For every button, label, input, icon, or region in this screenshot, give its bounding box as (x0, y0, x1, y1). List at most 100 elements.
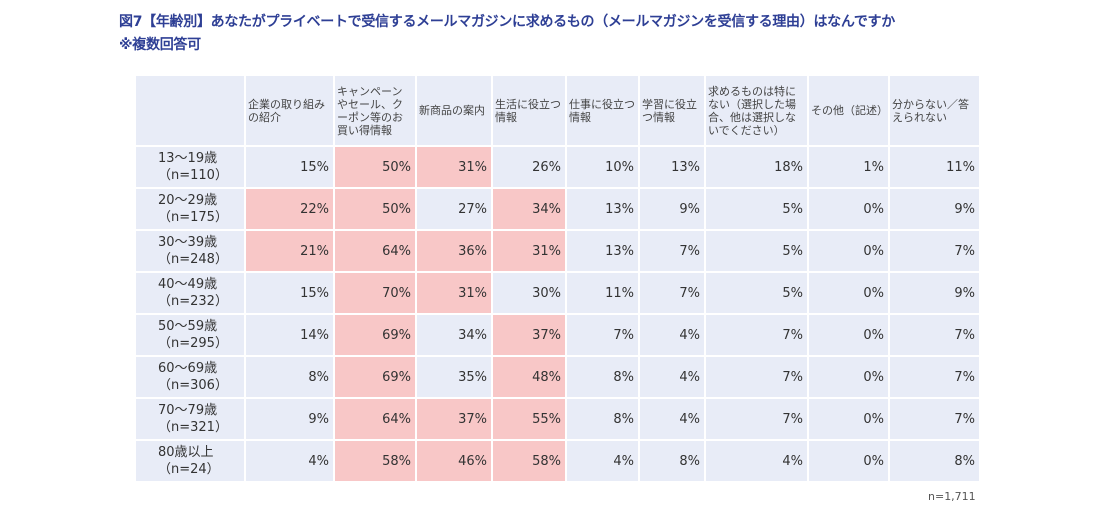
value-cell: 7% (889, 356, 981, 399)
value-cell: 0% (808, 188, 890, 231)
value-cell: 7% (889, 230, 981, 273)
table-row: 60～69歳 （n=306） 8% 69% 35% 48% 8% 4% 7% 0% 7% (136, 356, 981, 399)
table-row: 50～59歳 （n=295） 14% 69% 34% 37% 7% 4% 7% 0% 7% (136, 314, 981, 357)
value-cell: 13% (566, 188, 640, 231)
value-cell: 26% (492, 146, 567, 189)
value-cell: 36% (416, 230, 493, 273)
value-cell: 46% (416, 440, 493, 483)
row-label-count: （n=175） (158, 210, 228, 225)
value-cell: 31% (492, 230, 567, 273)
value-cell: 58% (334, 440, 417, 483)
value-cell: 4% (245, 440, 335, 483)
value-cell: 13% (566, 230, 640, 273)
value-cell: 35% (416, 356, 493, 399)
value-cell: 8% (566, 356, 640, 399)
row-label-age: 13～19歳 (158, 151, 218, 166)
column-header: 学習に役立つ情報 (639, 76, 706, 147)
table-row: 40～49歳 （n=232） 15% 70% 31% 30% 11% 7% 5% 0% 9% (136, 272, 981, 315)
table-row: 20～29歳 （n=175） 22% 50% 27% 34% 13% 9% 5% 0% 9% (136, 188, 981, 231)
row-label-age: 60～69歳 (158, 361, 218, 376)
data-table: 企業の取り組みの紹介 キャンペーンやセール、クーポン等のお買い得情報 新商品の案内生… (136, 76, 981, 483)
value-cell: 7% (705, 398, 809, 441)
row-label-age: 20～29歳 (158, 193, 218, 208)
value-cell: 7% (705, 314, 809, 357)
value-cell: 34% (416, 314, 493, 357)
row-label-count: （n=306） (158, 378, 228, 393)
value-cell: 15% (245, 146, 335, 189)
row-label-age: 50～59歳 (158, 319, 218, 334)
row-label-count: （n=24） (158, 462, 220, 477)
row-label-count: （n=321） (158, 420, 228, 435)
value-cell: 13% (639, 146, 706, 189)
row-label: 40～49歳 （n=232） (136, 272, 246, 315)
value-cell: 4% (639, 356, 706, 399)
row-label: 30～39歳 （n=248） (136, 230, 246, 273)
value-cell: 5% (705, 272, 809, 315)
column-header: 求めるものは特にない（選択した場合、他は選択しないでください） (705, 76, 809, 147)
table-row: 30～39歳 （n=248） 21% 64% 36% 31% 13% 7% 5% 0% 7% (136, 230, 981, 273)
column-header: 生活に役立つ情報 (492, 76, 567, 147)
value-cell: 7% (639, 230, 706, 273)
table-row: 13～19歳 （n=110） 15% 50% 31% 26% 10% 13% 18% 1% 11% (136, 146, 981, 189)
value-cell: 10% (566, 146, 640, 189)
column-header: 企業の取り組みの紹介 (245, 76, 335, 147)
value-cell: 11% (566, 272, 640, 315)
value-cell: 0% (808, 356, 890, 399)
row-label-age: 30～39歳 (158, 235, 218, 250)
column-header: キャンペーンやセール、クーポン等のお買い得情報 (334, 76, 417, 147)
value-cell: 50% (334, 188, 417, 231)
row-label-age: 40～49歳 (158, 277, 218, 292)
row-label: 70～79歳 （n=321） (136, 398, 246, 441)
value-cell: 9% (889, 272, 981, 315)
value-cell: 11% (889, 146, 981, 189)
value-cell: 0% (808, 440, 890, 483)
column-header: 分からない／答えられない (889, 76, 981, 147)
value-cell: 64% (334, 230, 417, 273)
row-label: 80歳以上 （n=24） (136, 440, 246, 483)
value-cell: 4% (639, 398, 706, 441)
chart-title: 図7【年齢別】あなたがプライベートで受信するメールマガジンに求めるもの（メールマ… (119, 11, 1099, 57)
table-row: 70～79歳 （n=321） 9% 64% 37% 55% 8% 4% 7% 0% 7% (136, 398, 981, 441)
value-cell: 48% (492, 356, 567, 399)
value-cell: 4% (566, 440, 640, 483)
row-label: 60～69歳 （n=306） (136, 356, 246, 399)
column-header: 仕事に役立つ情報 (566, 76, 640, 147)
value-cell: 4% (639, 314, 706, 357)
value-cell: 8% (245, 356, 335, 399)
value-cell: 7% (566, 314, 640, 357)
value-cell: 14% (245, 314, 335, 357)
row-label-age: 80歳以上 (158, 445, 214, 460)
value-cell: 58% (492, 440, 567, 483)
row-label: 20～29歳 （n=175） (136, 188, 246, 231)
value-cell: 37% (416, 398, 493, 441)
value-cell: 22% (245, 188, 335, 231)
row-label-age: 70～79歳 (158, 403, 218, 418)
value-cell: 55% (492, 398, 567, 441)
value-cell: 8% (889, 440, 981, 483)
value-cell: 0% (808, 272, 890, 315)
row-label: 13～19歳 （n=110） (136, 146, 246, 189)
row-label: 50～59歳 （n=295） (136, 314, 246, 357)
value-cell: 0% (808, 314, 890, 357)
value-cell: 8% (639, 440, 706, 483)
value-cell: 8% (566, 398, 640, 441)
value-cell: 7% (889, 314, 981, 357)
value-cell: 70% (334, 272, 417, 315)
value-cell: 7% (705, 356, 809, 399)
value-cell: 50% (334, 146, 417, 189)
value-cell: 9% (639, 188, 706, 231)
title-line-2: ※複数回答可 (119, 37, 201, 53)
value-cell: 69% (334, 356, 417, 399)
table-row: 80歳以上 （n=24） 4% 58% 46% 58% 4% 8% 4% 0% 8% (136, 440, 981, 483)
header-row: 企業の取り組みの紹介 キャンペーンやセール、クーポン等のお買い得情報 新商品の案内生… (136, 76, 981, 147)
value-cell: 7% (639, 272, 706, 315)
column-header: その他（記述） (808, 76, 890, 147)
value-cell: 34% (492, 188, 567, 231)
value-cell: 5% (705, 188, 809, 231)
column-header: 新商品の案内 (416, 76, 493, 147)
row-label-count: （n=248） (158, 252, 228, 267)
value-cell: 5% (705, 230, 809, 273)
value-cell: 21% (245, 230, 335, 273)
table-body: 13～19歳 （n=110） 15% 50% 31% 26% 10% 13% 18% 1% 11% 2… (136, 146, 981, 483)
value-cell: 27% (416, 188, 493, 231)
